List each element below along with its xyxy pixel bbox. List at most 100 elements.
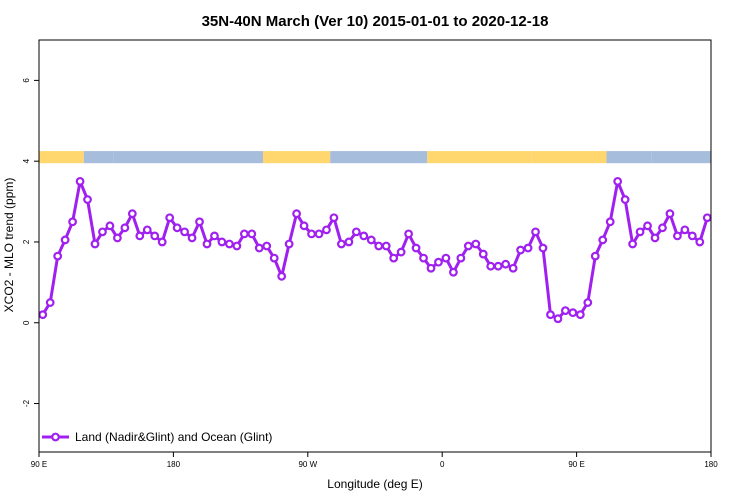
- data-point: [516, 245, 525, 255]
- data-point: [396, 247, 406, 257]
- surface-strip-land: [39, 151, 84, 164]
- data-point: [217, 237, 227, 247]
- data-point: [120, 223, 130, 233]
- surface-strip-ocean: [651, 151, 711, 164]
- data-point: [322, 225, 331, 235]
- legend-label: Land (Nadir&Glint) and Ocean (Glint): [75, 430, 272, 444]
- data-point: [434, 257, 443, 267]
- data-point: [449, 267, 458, 277]
- data-point: [687, 231, 697, 241]
- x-tick-label: 90 E: [568, 460, 584, 469]
- data-point: [665, 209, 675, 219]
- data-point: [389, 253, 399, 263]
- data-point: [523, 243, 533, 253]
- surface-strip-ocean: [330, 151, 428, 164]
- data-point: [635, 227, 645, 237]
- x-tick-label: 0: [440, 460, 445, 469]
- data-point: [673, 231, 682, 241]
- data-point: [374, 241, 384, 251]
- data-point: [38, 310, 48, 320]
- x-tick-label: 180: [704, 460, 718, 469]
- data-point: [598, 235, 608, 245]
- data-point: [366, 235, 376, 245]
- x-tick-label: 90 E: [31, 460, 47, 469]
- data-point: [561, 306, 570, 316]
- y-tick-label: 6: [22, 78, 31, 83]
- data-point: [284, 239, 294, 249]
- data-point: [351, 227, 361, 237]
- data-point: [75, 176, 85, 186]
- data-point: [254, 243, 264, 253]
- data-point: [172, 223, 182, 233]
- data-point: [493, 261, 503, 271]
- x-tick-label: 180: [167, 460, 181, 469]
- data-point: [426, 263, 436, 273]
- data-point: [180, 227, 190, 237]
- x-axis-label: Longitude (deg E): [327, 477, 422, 491]
- data-point: [568, 308, 578, 318]
- data-point: [262, 241, 272, 251]
- surface-strip-land: [487, 151, 532, 164]
- data-point: [575, 310, 585, 320]
- data-point: [314, 229, 324, 239]
- data-point: [90, 239, 100, 249]
- surface-strip-ocean: [83, 151, 114, 164]
- data-point: [299, 221, 309, 231]
- data-point: [501, 259, 511, 269]
- surface-strip-ocean: [606, 151, 652, 164]
- data-point: [441, 253, 451, 263]
- data-point: [359, 231, 369, 241]
- data-point: [195, 217, 204, 227]
- data-point: [419, 253, 428, 263]
- legend: Land (Nadir&Glint) and Ocean (Glint): [42, 430, 272, 444]
- data-point: [478, 249, 488, 259]
- data-point: [404, 229, 414, 239]
- data-point: [463, 241, 473, 251]
- data-point: [157, 237, 167, 247]
- data-point: [583, 298, 593, 307]
- plot-frame: [38, 39, 712, 453]
- data-point: [307, 229, 316, 239]
- data-point: [165, 213, 175, 223]
- data-point: [112, 233, 122, 243]
- data-point: [202, 239, 212, 249]
- data-point: [247, 229, 257, 239]
- data-point: [456, 253, 466, 263]
- data-point: [680, 225, 690, 235]
- data-point: [344, 237, 354, 247]
- data-point: [381, 241, 391, 251]
- data-point: [150, 231, 160, 241]
- data-point: [486, 261, 496, 271]
- chart-title: 35N-40N March (Ver 10) 2015-01-01 to 202…: [202, 13, 549, 30]
- data-point: [53, 251, 63, 261]
- series-line: [41, 179, 709, 321]
- data-point: [695, 237, 705, 247]
- surface-strip-land: [531, 151, 607, 164]
- data-point: [269, 253, 279, 263]
- data-point: [45, 298, 55, 307]
- data-point: [292, 209, 302, 219]
- data-point: [142, 225, 152, 235]
- data-point: [613, 176, 623, 186]
- data-point: [471, 239, 481, 249]
- data-point: [187, 233, 197, 243]
- data-point: [538, 243, 548, 253]
- data-point: [232, 241, 242, 251]
- data-point: [277, 271, 287, 281]
- data-point: [329, 213, 339, 223]
- data-point: [553, 314, 563, 324]
- data-point: [643, 221, 652, 231]
- data-point: [702, 213, 712, 223]
- y-tick-label: 4: [22, 158, 31, 163]
- data-point: [508, 263, 518, 273]
- series-group: [38, 176, 712, 324]
- data-point: [224, 239, 234, 249]
- surface-strip-land: [427, 151, 487, 164]
- legend-marker: [51, 432, 60, 442]
- data-point: [590, 251, 600, 261]
- data-point: [210, 231, 219, 241]
- data-point: [239, 229, 249, 239]
- data-point: [127, 209, 137, 219]
- data-point: [60, 235, 70, 245]
- x-axis: 90 E 180 90 W 0 90 E 180: [31, 452, 718, 469]
